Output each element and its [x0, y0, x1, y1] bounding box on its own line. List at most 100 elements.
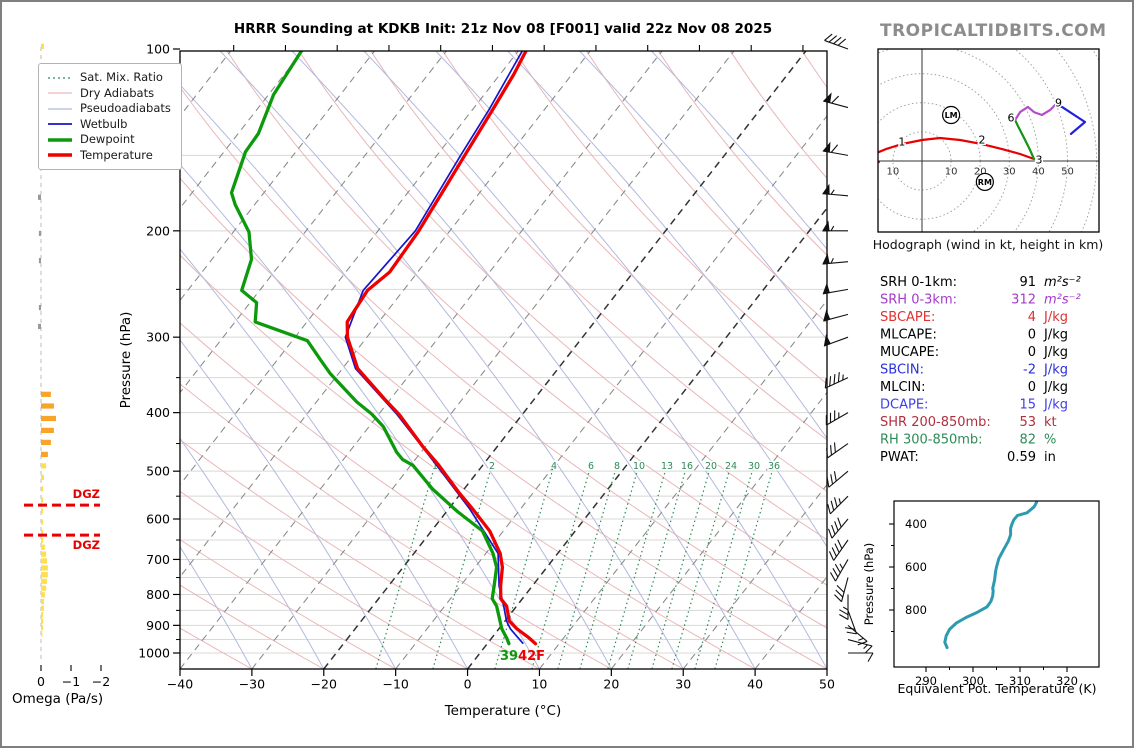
mixing-ratio-label: 2 — [489, 461, 495, 472]
legend-swatch-pseudo-line — [48, 108, 72, 110]
mixing-ratio-label: 13 — [661, 461, 673, 472]
temperature-tick-label: 40 — [747, 677, 763, 692]
omega-tick-label: −1 — [62, 674, 80, 689]
hodograph-axis-label: 30 — [1003, 167, 1016, 178]
mixing-ratio-label: 4 — [551, 461, 557, 472]
legend-item-wetbulb: Wetbulb — [47, 117, 171, 133]
wind-barb — [822, 92, 849, 109]
mixing-ratio-line — [627, 461, 689, 669]
omega-bar — [41, 598, 44, 605]
stat-value: 312 — [1011, 293, 1036, 308]
wind-barb — [823, 334, 849, 347]
dry-adiabat-line — [180, 383, 612, 669]
stat-label: SRH 0-3km: — [880, 293, 957, 308]
wind-barb — [827, 495, 849, 515]
hodograph-height-label: 9 — [1055, 96, 1062, 109]
wind-barb — [822, 220, 848, 232]
watermark: TROPICALTIDBITS.COM — [880, 21, 1107, 41]
pressure-tick-label: 400 — [146, 405, 170, 420]
isotherm-line — [395, 115, 827, 669]
theta-e-curve — [943, 501, 1038, 650]
dry-adiabat-line — [442, 51, 827, 441]
dry-adiabat-line — [226, 51, 827, 586]
pseudoadiabat-line — [180, 163, 540, 669]
omega-bar — [41, 631, 43, 637]
stat-label: MLCAPE: — [880, 328, 937, 343]
stat-label: MLCIN: — [880, 380, 925, 395]
stat-value: 15 — [1019, 398, 1036, 413]
mixing-ratio-label: 6 — [588, 461, 594, 472]
stat-unit: J/kg — [1043, 363, 1068, 378]
mixing-ratio-label: 36 — [768, 461, 780, 472]
dry-adiabat-line — [514, 51, 827, 385]
stat-value: 0 — [1028, 328, 1036, 343]
stat-unit: J/kg — [1043, 328, 1068, 343]
omega-bar — [41, 508, 44, 514]
pressure-tick-label: 700 — [146, 552, 170, 567]
stat-value: 82 — [1019, 433, 1036, 448]
pressure-tick-label: 200 — [146, 223, 170, 238]
dry-adiabat-line — [585, 51, 827, 324]
isotherm-line — [539, 299, 827, 669]
wind-barb — [830, 559, 849, 582]
stat-label: SRH 0-1km: — [880, 275, 957, 290]
dewpoint-curve — [229, 51, 511, 646]
wind-barb — [828, 539, 849, 561]
legend-label: Dry Adiabats — [80, 85, 155, 100]
omega-bar — [41, 497, 44, 503]
wind-barb — [823, 309, 849, 322]
mixing-ratio-line — [557, 461, 619, 669]
dry-adiabat-line — [180, 539, 396, 669]
wind-barb — [822, 141, 849, 156]
dry-adiabat-line — [180, 86, 827, 629]
pseudoadiabat-line — [291, 51, 756, 669]
omega-bar — [41, 463, 47, 469]
pressure-tick-label: 500 — [146, 464, 170, 479]
stat-unit: % — [1044, 433, 1056, 448]
hodograph-trace-hodo_red — [878, 136, 1036, 164]
dgz-label: DGZ — [73, 538, 100, 552]
omega-bar — [41, 486, 44, 492]
mixing-ratio-label: 8 — [614, 461, 620, 472]
legend-item-mix: Sat. Mix. Ratio — [47, 70, 171, 86]
temperature-tick-label: 0 — [464, 677, 472, 692]
stat-label: SBCAPE: — [880, 310, 935, 325]
legend-label: Dewpoint — [80, 132, 135, 146]
temperature-tick-label: −40 — [167, 677, 193, 692]
hodograph-axis-label: 20 — [974, 167, 987, 178]
omega-bar — [41, 558, 47, 564]
mixing-ratio-label: 10 — [633, 461, 645, 472]
isotherm-line — [610, 391, 827, 669]
omega-bar — [38, 323, 41, 330]
stat-value: 0 — [1028, 380, 1036, 395]
wind-barb — [827, 517, 849, 539]
omega-bar — [41, 544, 45, 550]
skewt-curves — [229, 51, 538, 646]
omega-bar — [41, 565, 48, 571]
hodograph-trace-hodo_green — [1014, 118, 1036, 161]
mixing-ratio-label: 30 — [748, 461, 760, 472]
isotherm-line — [180, 51, 591, 578]
legend-label: Wetbulb — [80, 116, 128, 131]
theta-e-temp-tick: 320 — [1056, 674, 1078, 688]
wind-barb — [822, 183, 849, 197]
storm-motion-marker — [941, 105, 961, 125]
mixing-ratio-label: 20 — [705, 461, 717, 472]
wind-barb — [825, 410, 849, 426]
wind-barb — [822, 253, 849, 265]
stat-label: SHR 200-850mb: — [880, 415, 991, 430]
surface-values-label: 3942F — [500, 649, 545, 664]
stat-label: PWAT: — [880, 450, 919, 465]
pseudoadiabat-line — [506, 51, 827, 440]
theta-e-temp-tick: 310 — [1009, 674, 1031, 688]
mixing-ratio-label: 1 — [432, 461, 438, 472]
omega-bar — [38, 304, 41, 311]
mixing-ratio-label: 16 — [681, 461, 693, 472]
legend-item-temperature: Temperature — [47, 148, 171, 164]
theta-e-temp-tick: 290 — [915, 674, 937, 688]
theta-e-y-label: Pressure (hPa) — [862, 543, 876, 626]
skewt-background: 1 2 4 6 8 10 13 16 20 24 30 36 — [180, 51, 827, 669]
omega-bar — [41, 537, 44, 544]
storm-motion-marker — [975, 172, 994, 192]
